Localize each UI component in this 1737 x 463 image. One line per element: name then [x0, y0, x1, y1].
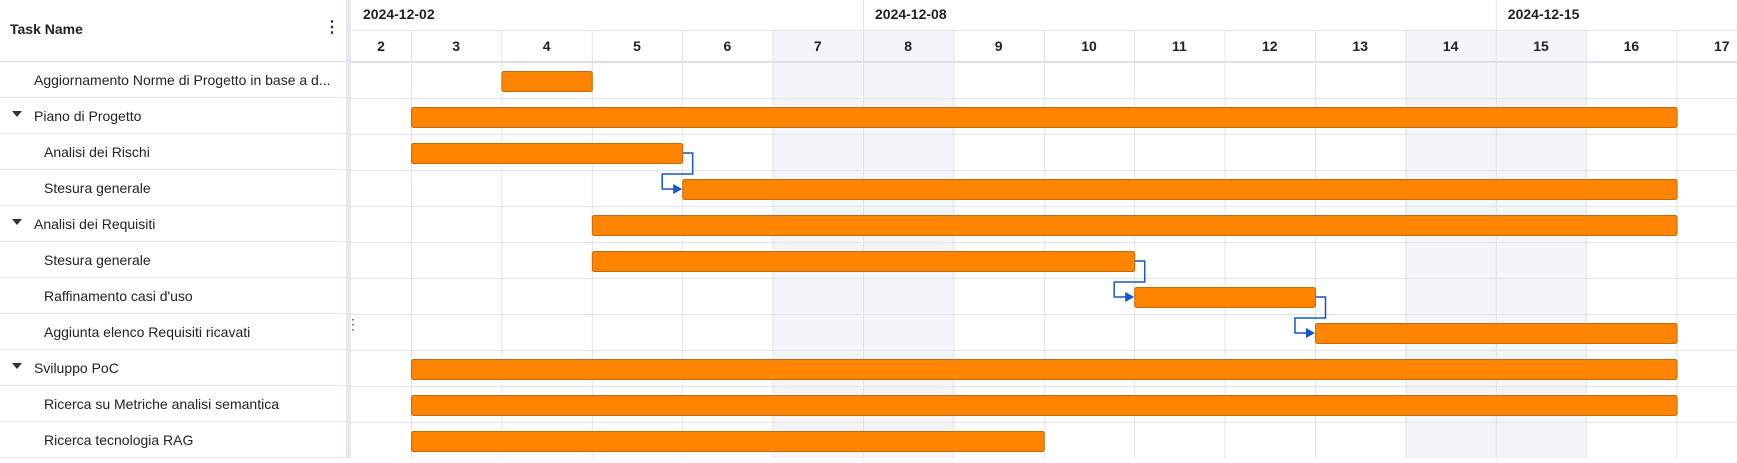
gantt-bar[interactable] — [501, 71, 593, 92]
day-tick-label: 8 — [904, 38, 912, 54]
gantt-bar[interactable] — [411, 431, 1045, 452]
day-tick-label: 7 — [814, 38, 822, 54]
dependency-arrowhead — [1306, 328, 1315, 338]
gantt-bar[interactable] — [591, 251, 1136, 272]
task-name-label: Aggiornamento Norme di Progetto in base … — [34, 72, 331, 88]
day-tick-label: 6 — [724, 38, 732, 54]
grid-header: Task Name ⋮ — [0, 0, 346, 62]
task-row[interactable]: Raffinamento casi d'uso — [0, 278, 346, 314]
task-row[interactable]: Analisi dei Rischi — [0, 134, 346, 170]
dependency-arrowhead — [673, 184, 683, 194]
task-name-label: Sviluppo PoC — [34, 360, 119, 376]
day-tick-label: 9 — [995, 38, 1003, 54]
task-row[interactable]: Piano di Progetto — [0, 98, 346, 134]
task-name-label: Ricerca su Metriche analisi semantica — [44, 396, 279, 412]
weekend-column — [863, 30, 954, 458]
task-name-label: Ricerca tecnologia RAG — [44, 432, 194, 448]
day-tick-label: 15 — [1533, 38, 1549, 54]
day-tick-label: 11 — [1172, 38, 1187, 54]
week-tick-label: 2024-12-15 — [1508, 6, 1580, 22]
task-row[interactable]: Ricerca su Metriche analisi semantica — [0, 386, 346, 422]
gantt-bar[interactable] — [1315, 323, 1678, 344]
collapse-caret-icon[interactable] — [12, 219, 22, 225]
gantt-chart: 2 3 4 5 6 7 8 9 10 11 12 13 14 15 16 17 2024-12-02 2024-1… — [351, 0, 1737, 459]
task-row[interactable]: Aggiunta elenco Requisiti ricavati — [0, 314, 346, 350]
task-name-label: Stesura generale — [44, 180, 151, 196]
day-tick-label: 4 — [543, 38, 551, 54]
task-row[interactable]: Analisi dei Requisiti — [0, 206, 346, 242]
day-tick-label: 12 — [1262, 38, 1278, 54]
task-name-label: Analisi dei Requisiti — [34, 216, 156, 232]
task-row[interactable]: Stesura generale — [0, 170, 346, 206]
dependency-link[interactable] — [1294, 296, 1327, 334]
dependency-link[interactable] — [661, 152, 694, 190]
collapse-caret-icon[interactable] — [12, 111, 22, 117]
day-tick-label: 5 — [633, 38, 641, 54]
gantt-bar[interactable] — [1134, 287, 1317, 308]
more-vertical-icon[interactable]: ⋮ — [324, 19, 340, 36]
dependency-arrowhead — [1125, 292, 1135, 302]
task-name-label: Piano di Progetto — [34, 108, 142, 124]
week-tick-label: 2024-12-02 — [363, 6, 435, 22]
task-row[interactable]: Stesura generale — [0, 242, 346, 278]
dependency-link[interactable] — [1113, 260, 1146, 298]
collapse-caret-icon[interactable] — [12, 363, 22, 369]
task-name-column-header[interactable]: Task Name — [10, 21, 83, 37]
task-name-label: Analisi dei Rischi — [44, 144, 150, 160]
gantt-timeline: 2 3 4 5 6 7 8 9 10 11 12 13 14 15 16 17 2024-12-02 2024-1… — [351, 0, 1737, 459]
task-row[interactable]: Ricerca tecnologia RAG — [0, 422, 346, 458]
gantt-bar[interactable] — [411, 395, 1678, 416]
day-tick-label: 14 — [1443, 38, 1459, 54]
task-grid: Task Name ⋮ Aggiornamento Norme di Proge… — [0, 0, 346, 458]
day-tick-label: 17 — [1714, 38, 1730, 54]
weekend-column — [1405, 30, 1496, 458]
gantt-bar[interactable] — [411, 107, 1678, 128]
task-name-label: Aggiunta elenco Requisiti ricavati — [44, 324, 251, 340]
week-tick-label: 2024-12-08 — [875, 6, 947, 22]
task-row[interactable]: Aggiornamento Norme di Progetto in base … — [0, 62, 346, 98]
day-tick-label: 3 — [452, 38, 460, 54]
day-tick-label: 13 — [1352, 38, 1368, 54]
day-tick-label: 16 — [1624, 38, 1640, 54]
gantt-bar[interactable] — [591, 215, 1678, 236]
day-tick-label: 2 — [377, 38, 385, 54]
task-row[interactable]: Sviluppo PoC — [0, 350, 346, 386]
weekend-column — [772, 30, 863, 458]
task-name-label: Stesura generale — [44, 252, 151, 268]
weekend-column — [1495, 30, 1587, 458]
panel-splitter[interactable] — [346, 0, 351, 458]
gantt-bar[interactable] — [411, 359, 1678, 380]
gantt-bar[interactable] — [682, 179, 1678, 200]
gantt-bar[interactable] — [411, 143, 684, 164]
task-name-label: Raffinamento casi d'uso — [44, 288, 193, 304]
day-tick-label: 10 — [1081, 38, 1097, 54]
